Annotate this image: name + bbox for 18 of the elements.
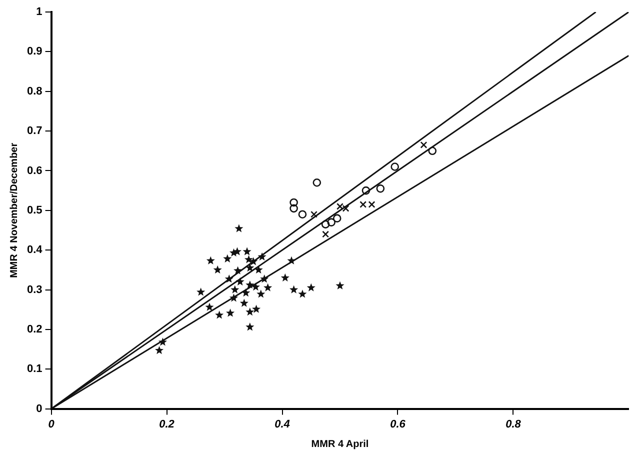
x-tick-label: 0.2 (159, 418, 174, 430)
y-tick-label: 0.6 (26, 164, 42, 177)
y-tick-label: 0.2 (26, 323, 42, 336)
y-tick-label: 0.5 (26, 204, 42, 216)
y-tick-label: 0.1 (26, 363, 42, 376)
y-tick-label: 0.9 (26, 46, 42, 58)
x-tick-label: 0.4 (274, 418, 290, 430)
y-tick-label: 0.7 (26, 125, 42, 138)
x-tick-label: 0.8 (506, 418, 522, 430)
y-tick-label: 0.4 (26, 244, 44, 256)
y-tick-label: 0 (36, 402, 42, 415)
y-axis-title: MMR 4 November/December (8, 142, 20, 278)
y-tick-label: 0.8 (26, 85, 42, 98)
y-tick-label: 0.3 (26, 284, 42, 296)
x-axis-title: MMR 4 April (311, 438, 369, 450)
x-tick-label: 0.6 (390, 418, 406, 430)
y-tick-label: 1 (36, 6, 42, 18)
x-tick-label: 0 (48, 418, 56, 430)
